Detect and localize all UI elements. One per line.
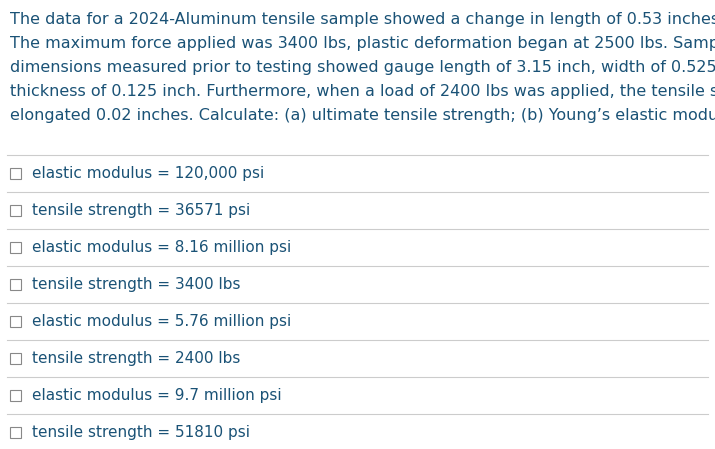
Text: elastic modulus = 8.16 million psi: elastic modulus = 8.16 million psi xyxy=(32,240,291,255)
Bar xyxy=(10,316,21,327)
Text: tensile strength = 2400 lbs: tensile strength = 2400 lbs xyxy=(32,351,240,366)
Text: tensile strength = 36571 psi: tensile strength = 36571 psi xyxy=(32,203,250,218)
Text: dimensions measured prior to testing showed gauge length of 3.15 inch, width of : dimensions measured prior to testing sho… xyxy=(10,60,715,75)
Text: elastic modulus = 120,000 psi: elastic modulus = 120,000 psi xyxy=(32,166,265,181)
Text: thickness of 0.125 inch. Furthermore, when a load of 2400 lbs was applied, the t: thickness of 0.125 inch. Furthermore, wh… xyxy=(10,84,715,99)
Text: The data for a 2024-Aluminum tensile sample showed a change in length of 0.53 in: The data for a 2024-Aluminum tensile sam… xyxy=(10,12,715,27)
Bar xyxy=(10,390,21,401)
Bar xyxy=(10,279,21,290)
Text: tensile strength = 3400 lbs: tensile strength = 3400 lbs xyxy=(32,277,240,292)
Text: The maximum force applied was 3400 lbs, plastic deformation began at 2500 lbs. S: The maximum force applied was 3400 lbs, … xyxy=(10,36,715,51)
Text: tensile strength = 51810 psi: tensile strength = 51810 psi xyxy=(32,425,250,440)
Bar xyxy=(10,242,21,253)
Bar xyxy=(10,205,21,216)
Text: elastic modulus = 5.76 million psi: elastic modulus = 5.76 million psi xyxy=(32,314,291,329)
Bar xyxy=(10,168,21,179)
Text: elastic modulus = 9.7 million psi: elastic modulus = 9.7 million psi xyxy=(32,388,282,403)
Bar xyxy=(10,353,21,364)
Bar xyxy=(10,427,21,438)
Text: elongated 0.02 inches. Calculate: (a) ultimate tensile strength; (b) Young’s ela: elongated 0.02 inches. Calculate: (a) ul… xyxy=(10,108,715,123)
